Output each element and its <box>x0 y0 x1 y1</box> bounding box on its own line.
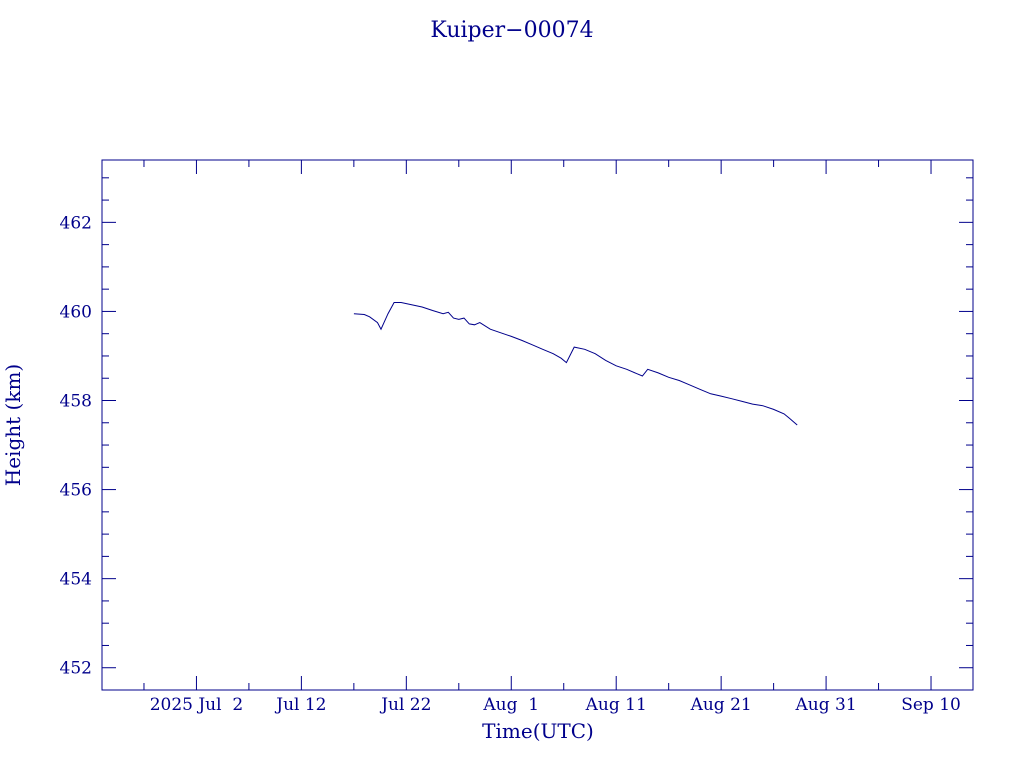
y-tick-label: 456 <box>60 481 92 501</box>
y-tick-label: 460 <box>60 302 92 322</box>
x-tick-label: Sep 10 <box>901 695 961 715</box>
y-axis-label: Height (km) <box>1 364 25 486</box>
height-series-line <box>353 302 798 426</box>
y-tick-label: 454 <box>60 570 92 590</box>
x-tick-label: Jul 22 <box>379 695 431 715</box>
x-tick-labels: 2025 Jul 2 Jul 12 Jul 22 Aug 1 Aug 11 Aug 21 A… <box>150 695 961 715</box>
axis-ticks <box>102 160 973 691</box>
x-tick-label: Jul 12 <box>274 695 326 715</box>
x-tick-label: Aug 31 <box>795 695 857 715</box>
y-tick-label: 452 <box>60 659 92 679</box>
x-tick-label: 2025 Jul 2 <box>150 695 244 715</box>
chart-title: Kuiper−00074 <box>430 18 593 43</box>
x-tick-label: Aug 21 <box>690 695 752 715</box>
y-tick-label: 462 <box>60 213 92 233</box>
y-tick-labels: 452 454 456 458 460 462 <box>60 213 92 678</box>
x-axis-label: Time(UTC) <box>482 719 594 743</box>
x-tick-label: Aug 1 <box>482 695 539 715</box>
plot-frame <box>101 159 974 691</box>
x-tick-label: Aug 11 <box>585 695 647 715</box>
y-tick-label: 458 <box>60 392 92 412</box>
